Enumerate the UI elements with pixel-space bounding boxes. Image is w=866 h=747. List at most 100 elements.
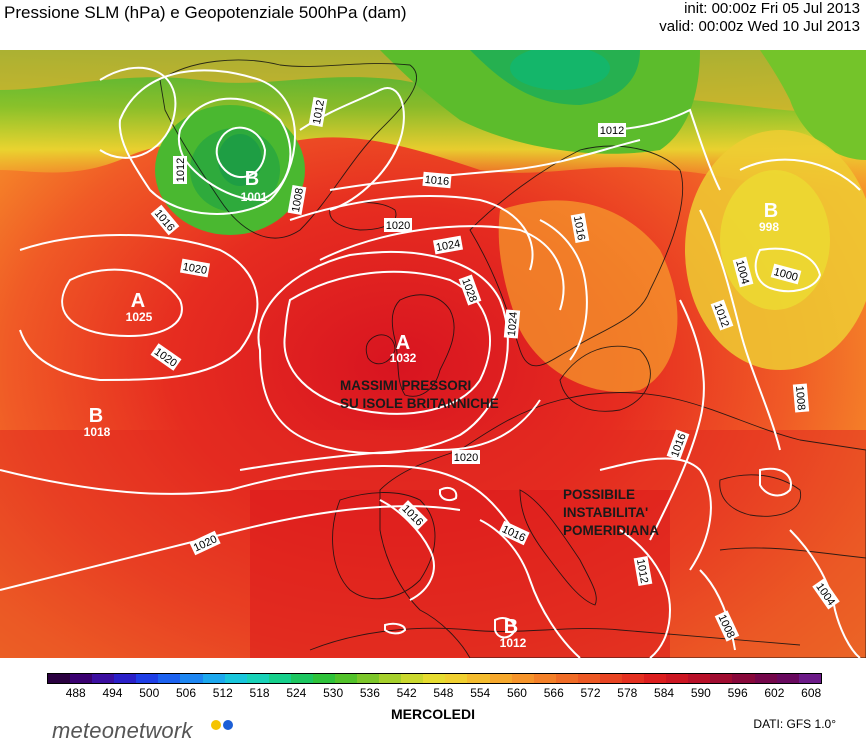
colorbar-cell — [688, 674, 711, 683]
isobar-label — [384, 218, 412, 232]
center-value: 1012 — [500, 636, 527, 650]
colorbar-tick-label: 578 — [617, 686, 638, 700]
center-letter: A — [131, 290, 145, 312]
center-letter: B — [89, 405, 103, 427]
isobar-label — [710, 299, 734, 331]
isobar-label-text: 1012 — [311, 99, 327, 125]
isobar-label-text: 1024 — [435, 238, 461, 254]
isobar-label — [432, 235, 464, 255]
colorbar-cell — [511, 674, 534, 683]
colorbar-tick-label: 524 — [286, 686, 307, 700]
annotation-instab-line2: INSTABILITA' — [563, 505, 648, 520]
colorbar-tick-label: 584 — [654, 686, 675, 700]
colorbar-cell — [357, 674, 380, 683]
isobar-label — [452, 450, 480, 464]
colorbar-cell — [798, 674, 821, 683]
low-center-north-africa: B 1012 — [500, 616, 527, 650]
colorbar-cell — [445, 674, 468, 683]
isobar-label-text: 1020 — [454, 452, 478, 464]
isobar-label-text: 1012 — [175, 158, 187, 182]
colorbar-cell — [70, 674, 93, 683]
isobar-label-text: 1020 — [182, 261, 208, 277]
colorbar-tick-label: 596 — [727, 686, 748, 700]
colorbar-cell — [158, 674, 181, 683]
low-center-greenland: B 1001 — [241, 168, 268, 204]
weather-map: 1012 1016 1008 1012 1016 1020 1024 1028 … — [0, 50, 866, 658]
low-center-russia: B 998 — [759, 200, 779, 234]
colorbar-cell — [379, 674, 402, 683]
logo-dots-icon — [211, 720, 233, 730]
data-credit: DATI: GFS 1.0° — [753, 717, 836, 731]
center-value: 998 — [759, 220, 779, 234]
colorbar-cell — [710, 674, 733, 683]
colorbar-cell — [776, 674, 799, 683]
colorbar-cell — [732, 674, 755, 683]
day-label: MERCOLEDI — [391, 706, 475, 722]
colorbar-tick-label: 494 — [102, 686, 123, 700]
init-time: init: 00:00z Fri 05 Jul 2013 — [684, 0, 860, 17]
isobar-label — [308, 96, 328, 128]
colorbar-tick-label: 500 — [139, 686, 160, 700]
pressure-centers: B 1001 B 998 A 1025 A 1032 B 1018 B 1012 — [84, 168, 780, 650]
colorbar-tick-label: 566 — [543, 686, 564, 700]
low-center-west-atlantic: B 1018 — [84, 405, 111, 439]
colorbar-cell — [312, 674, 336, 683]
center-letter: B — [504, 616, 518, 638]
isobar-label-text: 1016 — [571, 215, 587, 241]
isobar-label-text: 1008 — [793, 385, 807, 410]
isobar-label — [666, 429, 690, 461]
annotation-high-line2: SU ISOLE BRITANNICHE — [340, 396, 499, 411]
colorbar-tick-label: 554 — [470, 686, 491, 700]
isobar-label — [633, 555, 653, 587]
colorbar-cell — [577, 674, 600, 683]
geopotential-colorbar — [47, 673, 822, 684]
isobar-label — [189, 530, 221, 556]
colorbar-cell — [136, 674, 159, 683]
center-value: 1025 — [126, 310, 153, 324]
annotation-high-line1: MASSIMI PRESSORI — [340, 378, 471, 393]
isobar-label-text: 1008 — [290, 187, 306, 213]
isobar-label-text: 1012 — [634, 558, 650, 584]
isobar-label-text: 1016 — [424, 174, 449, 188]
colorbar-cell — [246, 674, 269, 683]
center-letter: A — [396, 332, 410, 354]
colorbar-tick-label: 548 — [433, 686, 454, 700]
colorbar-cell — [489, 674, 512, 683]
colorbar-cell — [335, 674, 358, 683]
isobar-label — [498, 520, 530, 546]
isobar-label — [812, 578, 840, 610]
isobar-label — [173, 156, 187, 184]
colorbar-tick-label: 590 — [690, 686, 711, 700]
colorbar-cell — [48, 674, 71, 683]
colorbar-cell — [467, 674, 490, 683]
center-value: 1001 — [241, 190, 268, 204]
colorbar-tick-label: 518 — [249, 686, 270, 700]
colorbar-cell — [180, 674, 203, 683]
colorbar-cell — [666, 674, 689, 683]
isobar-label-text: 1024 — [506, 311, 520, 336]
colorbar-tick-label: 560 — [506, 686, 527, 700]
colorbar-cell — [423, 674, 446, 683]
meteonetwork-logo: meteonetwork — [52, 718, 193, 743]
colorbar-tick-label: 536 — [359, 686, 380, 700]
colorbar-cell — [533, 674, 556, 683]
isobars — [0, 66, 861, 658]
colorbar-cell — [202, 674, 225, 683]
colorbar-tick-label: 506 — [176, 686, 197, 700]
colorbar-cell — [622, 674, 645, 683]
valid-time: valid: 00:00z Wed 10 Jul 2013 — [659, 18, 860, 35]
isobar-label — [458, 274, 482, 306]
colorbar-cell — [290, 674, 313, 683]
colorbar-tick-label: 542 — [396, 686, 417, 700]
isobar-label — [598, 123, 626, 137]
isobar-label — [503, 309, 521, 339]
isobar-label — [398, 500, 428, 530]
isobar-label — [732, 256, 754, 288]
colorbar-cell — [92, 674, 115, 683]
colorbar-ticks: 488 494 500 506 512 518 524 530 536 542 548 554 560 5… — [47, 684, 821, 702]
isobar-label — [714, 610, 740, 642]
colorbar-cell — [224, 674, 247, 683]
isobar-label — [179, 258, 211, 278]
colorbar-cell — [268, 674, 291, 683]
isobar-label — [422, 171, 452, 189]
